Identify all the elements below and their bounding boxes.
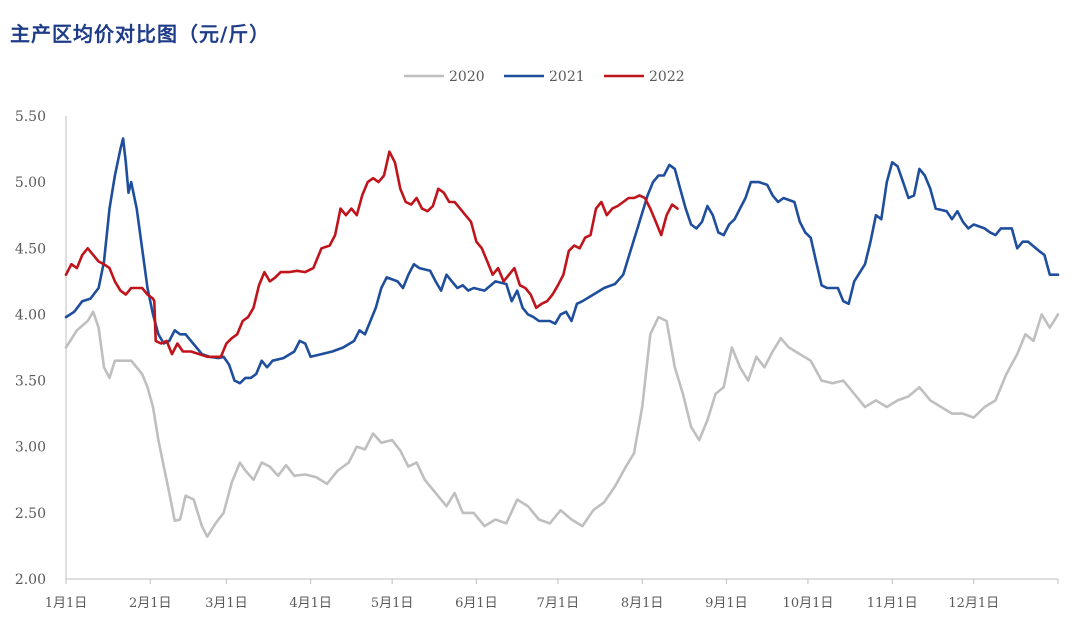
x-tick-label: 4月1日 [289,596,332,611]
chart-title: 主产区均价对比图（元/斤） [10,22,271,46]
x-tick-label: 12月1日 [948,596,999,611]
x-tick-label: 10月1日 [783,596,834,611]
y-tick-label: 5.00 [15,175,46,191]
y-tick-label: 2.50 [15,506,46,522]
y-tick-label: 4.00 [15,307,46,323]
x-tick-label: 3月1日 [205,596,248,611]
x-tick-label: 6月1日 [455,596,498,611]
series-lines [64,137,1060,538]
x-tick-label: 1月1日 [45,596,88,611]
series-line-2020 [64,310,1060,538]
y-tick-label: 2.00 [15,572,46,588]
legend-label-2022: 2022 [649,69,685,85]
x-tick-label: 8月1日 [621,596,664,611]
series-line-2021 [64,137,1060,385]
legend-label-2021: 2021 [549,69,585,85]
x-tick-label: 11月1日 [867,596,918,611]
legend: 2020 2021 2022 [404,69,685,85]
y-tick-label: 3.50 [15,374,46,390]
x-tick-label: 9月1日 [705,596,748,611]
x-tick-label: 5月1日 [371,596,414,611]
x-tick-label: 7月1日 [537,596,580,611]
series-line-2022 [64,150,679,359]
x-tick-label: 2月1日 [129,596,172,611]
y-tick-label: 5.50 [15,109,46,125]
y-tick-label: 3.00 [15,440,46,456]
y-tick-label: 4.50 [15,241,46,257]
x-axis: 1月1日 2月1日 3月1日 4月1日 5月1日 6月1日 7月1日 8月1日 9月1日 10月1… [45,578,1059,611]
legend-label-2020: 2020 [449,69,485,85]
y-axis: 2.00 2.50 3.00 3.50 4.00 4.50 5.00 5.50 [15,109,67,588]
